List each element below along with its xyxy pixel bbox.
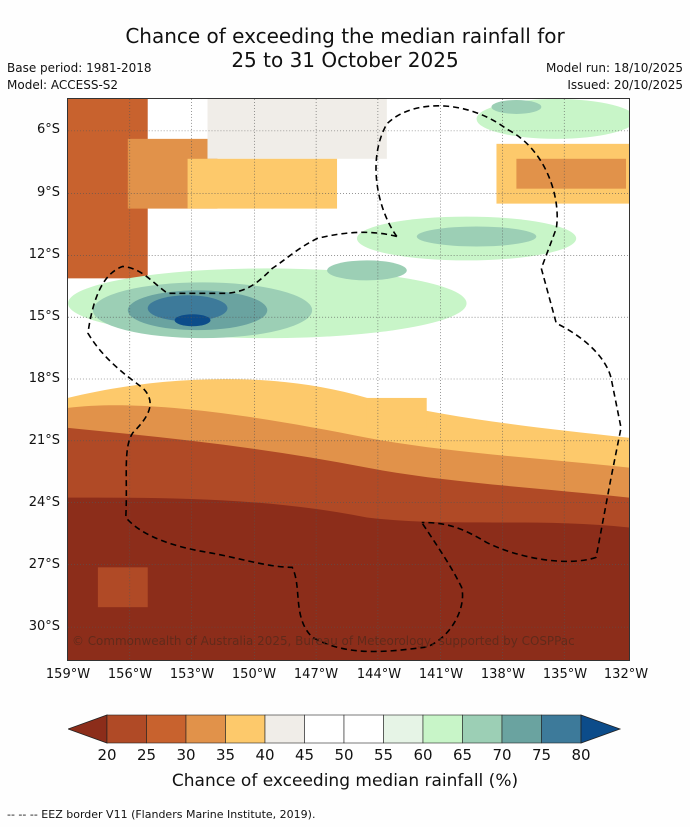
colorbar-segment (185, 714, 226, 744)
lon-label: 141°W (418, 667, 464, 682)
lon-label: 159°W (45, 667, 91, 682)
colorbar-label: 45 (294, 746, 315, 764)
colorbar-label: 40 (255, 746, 275, 764)
lon-label: 147°W (293, 667, 339, 682)
lon-label: 156°W (107, 667, 153, 682)
lon-label: 150°W (231, 667, 277, 682)
colorbar-segment (225, 714, 266, 744)
region-deep-blue (174, 314, 211, 327)
meta-left: Base period: 1981-2018 Model: ACCESS-S2 (7, 60, 152, 94)
colorbar-segment (304, 714, 345, 744)
colorbar-label: 50 (334, 746, 354, 764)
colorbar-label: 30 (176, 746, 196, 764)
colorbar-segment (106, 714, 147, 744)
base-period: Base period: 1981-2018 (7, 61, 152, 75)
lat-label: 24°S (28, 495, 60, 510)
colorbar-label: 75 (531, 746, 552, 764)
colorbar-title: Chance of exceeding median rainfall (%) (171, 771, 519, 791)
region-teal-east (416, 226, 537, 247)
colorbar-segment (501, 714, 542, 744)
colorbar-segment (462, 714, 503, 744)
lon-label: 144°W (356, 667, 402, 682)
colorbar-low-arrow (68, 714, 108, 744)
colorbar-segment (264, 714, 305, 744)
eez-borders (87, 105, 622, 653)
lon-label: 135°W (542, 667, 588, 682)
colorbar-segment (541, 714, 582, 744)
gridlines (68, 99, 629, 660)
lon-label: 132°W (603, 667, 649, 682)
colorbar (68, 714, 622, 744)
model-run: Model run: 18/10/2025 (545, 61, 683, 75)
rainfall-map: © Commonwealth of Australia 2025, Bureau… (67, 98, 630, 661)
model-name: Model: ACCESS-S2 (7, 78, 119, 92)
lon-label: 153°W (169, 667, 215, 682)
lat-label: 9°S (36, 185, 60, 200)
region-green-mid (327, 260, 407, 281)
colorbar-segment (146, 714, 187, 744)
colorbar-label: 25 (136, 746, 157, 764)
map-title: Chance of exceeding the median rainfall … (0, 24, 690, 72)
issued-date: Issued: 20/10/2025 (567, 78, 683, 92)
lat-label: 18°S (28, 371, 60, 386)
region-top-grey (207, 99, 387, 159)
lat-label: 12°S (28, 247, 60, 262)
lat-label: 30°S (28, 619, 60, 634)
region-top-yellow (187, 158, 338, 209)
region-lower-darkbrown (68, 497, 629, 660)
region-green-top-inner (491, 99, 542, 114)
lat-label: 6°S (36, 122, 60, 137)
colorbar-label: 80 (571, 746, 591, 764)
copyright: © Commonwealth of Australia 2025, Bureau… (72, 634, 575, 648)
lat-label: 21°S (28, 433, 60, 448)
colorbar-label: 60 (413, 746, 433, 764)
meta-right: Model run: 18/10/2025 Issued: 20/10/2025 (546, 60, 683, 94)
colorbar-label: 55 (373, 746, 394, 764)
lon-label: 138°W (480, 667, 526, 682)
region-blue (147, 295, 228, 322)
eez-footer-note: -- -- -- EEZ border V11 (Flanders Marine… (7, 808, 316, 821)
region-lower-orange-patch (366, 397, 427, 428)
colorbar-segment (383, 714, 424, 744)
title-line-1: Chance of exceeding the median rainfall … (125, 24, 565, 48)
colorbar-high-arrow (580, 714, 622, 744)
colorbar-label: 70 (492, 746, 512, 764)
colorbar-label: 65 (452, 746, 473, 764)
colorbar-label: 35 (215, 746, 236, 764)
colorbar-label: 20 (97, 746, 117, 764)
region-right-orange (516, 158, 627, 189)
lat-label: 15°S (28, 309, 60, 324)
region-lower-brown-patch (97, 567, 148, 608)
colorbar-segment (422, 714, 463, 744)
lat-label: 27°S (28, 557, 60, 572)
colorbar-segment (343, 714, 384, 744)
title-line-2: 25 to 31 October 2025 (231, 48, 459, 72)
